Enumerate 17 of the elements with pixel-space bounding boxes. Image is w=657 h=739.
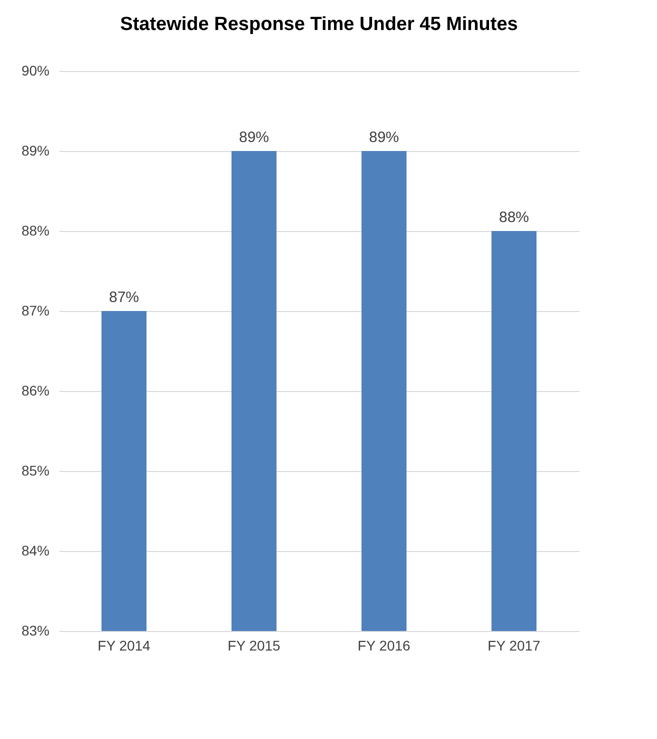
x-tick-label: FY 2014 <box>98 638 151 654</box>
data-label: 88% <box>498 209 530 226</box>
y-tick-label: 88% <box>21 222 50 238</box>
x-tick-label: FY 2015 <box>228 638 281 654</box>
data-label: 87% <box>108 289 140 306</box>
data-label: 89% <box>368 129 400 146</box>
x-tick-label: FY 2017 <box>488 638 541 654</box>
y-tick-label: 84% <box>21 542 50 558</box>
y-tick-label: 86% <box>21 382 50 398</box>
data-label: 89% <box>238 129 270 146</box>
y-tick-label: 85% <box>21 462 50 478</box>
x-tick-label: FY 2016 <box>358 638 411 654</box>
y-tick-label: 90% <box>21 62 50 78</box>
y-tick-label: 83% <box>21 622 50 638</box>
chart-title: Statewide Response Time Under 45 Minutes <box>120 14 518 35</box>
y-tick-label: 87% <box>21 302 50 318</box>
y-tick-label: 89% <box>21 142 50 158</box>
